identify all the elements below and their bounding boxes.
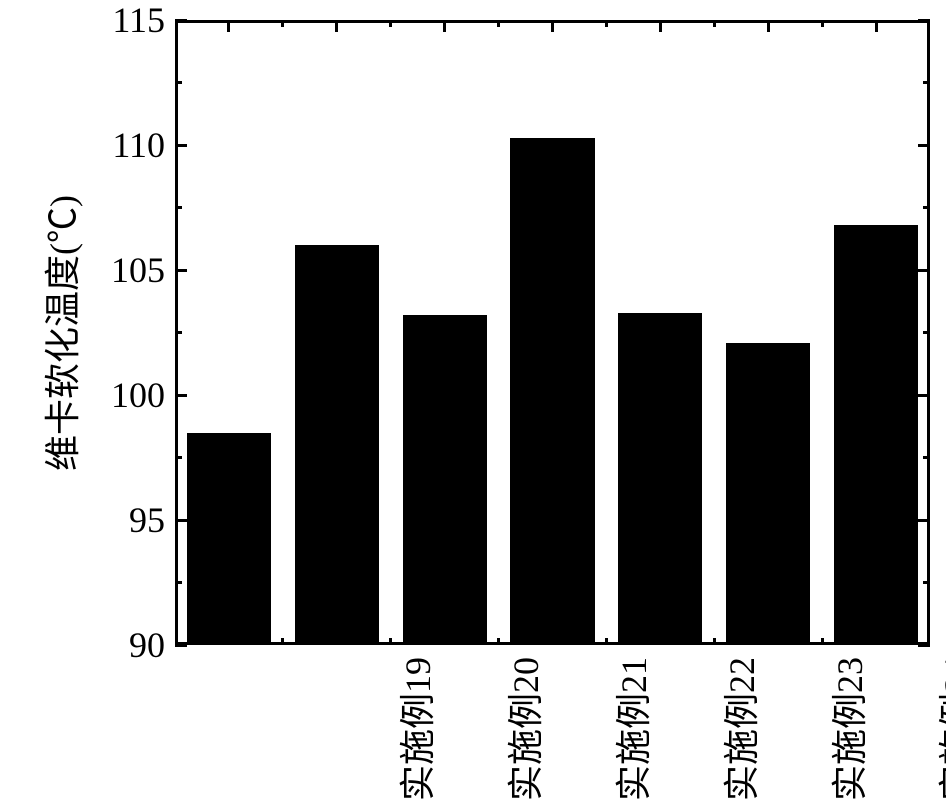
y-major-tick (918, 644, 930, 647)
vicat-bar-chart: 维卡软化温度(℃) 90 95 100 105 110 115 实施例19 实施例20 实施例… (0, 0, 946, 802)
y-tick-label: 90 (129, 624, 165, 666)
y-minor-tick (175, 456, 182, 459)
x-major-tick (875, 20, 878, 32)
y-tick-label: 105 (111, 249, 165, 291)
y-tick-label: 95 (129, 499, 165, 541)
y-major-tick (175, 269, 187, 272)
bar (726, 343, 810, 646)
x-minor-tick (281, 20, 284, 27)
y-minor-tick (175, 331, 182, 334)
y-major-tick (918, 519, 930, 522)
y-minor-tick (923, 331, 930, 334)
y-minor-tick (923, 581, 930, 584)
y-major-tick (175, 144, 187, 147)
x-minor-tick (821, 20, 824, 27)
bar (295, 245, 379, 645)
x-major-tick (227, 20, 230, 32)
y-major-tick (175, 394, 187, 397)
y-minor-tick (923, 456, 930, 459)
x-major-tick (659, 20, 662, 32)
bar (618, 313, 702, 646)
bar (403, 315, 487, 645)
y-tick-label: 100 (111, 374, 165, 416)
x-major-tick (551, 20, 554, 32)
x-major-tick (767, 20, 770, 32)
y-axis-label: 维卡软化温度(℃) (34, 195, 86, 471)
x-tick-label: 实施例23 (821, 657, 873, 801)
bar (834, 225, 918, 645)
x-minor-tick (389, 20, 392, 27)
y-major-tick (175, 519, 187, 522)
y-minor-tick (175, 81, 182, 84)
y-major-tick (175, 644, 187, 647)
x-tick-label: 实施例19 (389, 657, 441, 801)
bar (187, 433, 271, 646)
y-major-tick (918, 19, 930, 22)
x-major-tick (335, 20, 338, 32)
x-tick-label: 实施例22 (713, 657, 765, 801)
x-tick-label: 实施例21 (605, 657, 657, 801)
x-major-tick (443, 20, 446, 32)
x-minor-tick (713, 20, 716, 27)
x-minor-tick (281, 638, 284, 645)
x-minor-tick (821, 638, 824, 645)
y-major-tick (918, 269, 930, 272)
y-minor-tick (923, 206, 930, 209)
x-minor-tick (389, 638, 392, 645)
y-minor-tick (175, 206, 182, 209)
y-major-tick (918, 394, 930, 397)
y-major-tick (918, 144, 930, 147)
x-minor-tick (605, 20, 608, 27)
x-minor-tick (605, 638, 608, 645)
x-minor-tick (713, 638, 716, 645)
x-tick-label: 实施例24 (928, 657, 946, 801)
x-tick-label: 实施例20 (497, 657, 549, 801)
y-tick-label: 110 (112, 124, 165, 166)
x-minor-tick (497, 20, 500, 27)
y-minor-tick (175, 581, 182, 584)
y-minor-tick (923, 81, 930, 84)
y-tick-label: 115 (112, 0, 165, 41)
x-minor-tick (497, 638, 500, 645)
y-major-tick (175, 19, 187, 22)
bar (510, 138, 594, 646)
